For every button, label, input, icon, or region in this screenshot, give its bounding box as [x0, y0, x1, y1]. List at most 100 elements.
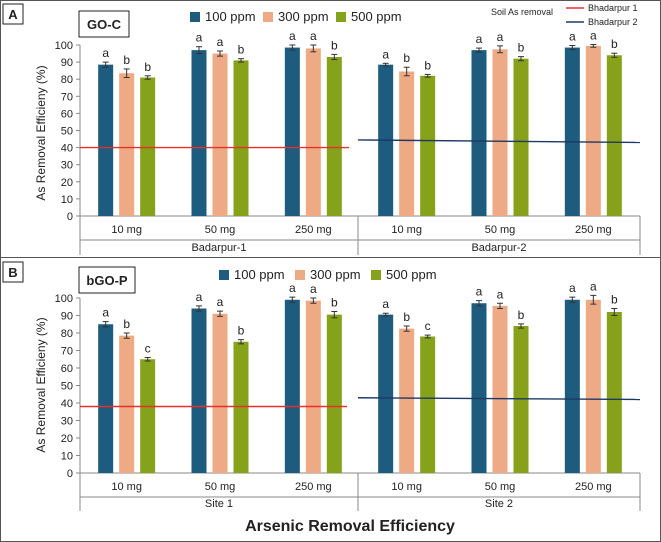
significance-letter-b: b [403, 310, 410, 324]
group-label-a: Badarpur-1 [191, 242, 246, 254]
bar-a-series2 [420, 75, 436, 216]
panel-label-b: B [8, 265, 17, 280]
bar-a-series1 [585, 45, 601, 217]
legend-label-a: 300 ppm [278, 9, 329, 24]
bar-b-series1 [585, 299, 601, 473]
y-tick-label-a: 80 [61, 74, 73, 86]
panel-title-a: GO-C [87, 17, 122, 32]
significance-letter-a: a [217, 35, 224, 49]
significance-letter-a: b [424, 58, 431, 72]
bar-b-series1 [399, 328, 415, 473]
category-label-a: 250 mg [575, 224, 612, 236]
group-label-a: Badarpur-2 [471, 242, 526, 254]
bar-b-series0 [284, 299, 300, 473]
bar-a-series0 [471, 50, 487, 216]
bar-b-series2 [420, 336, 436, 473]
category-label-a: 250 mg [295, 224, 332, 236]
y-tick-label-a: 70 [61, 91, 73, 103]
y-axis-label-a: As Removal Efficieny (%) [34, 65, 48, 200]
panel-label-a: A [8, 7, 18, 22]
category-label-b: 50 mg [205, 481, 236, 493]
significance-letter-b: a [590, 279, 597, 293]
y-tick-label-a: 0 [67, 211, 73, 223]
bar-b-series0 [471, 303, 487, 473]
y-tick-label-a: 40 [61, 143, 73, 155]
group-label-b: Site 2 [485, 498, 513, 510]
significance-letter-a: b [518, 41, 525, 55]
bar-b-series2 [606, 312, 622, 473]
significance-letter-b: a [289, 281, 296, 295]
bar-b-series1 [119, 335, 135, 473]
bar-b-series1 [212, 313, 228, 473]
annotation-soil-removal: Soil As removal [491, 7, 553, 17]
legend-swatch-b [371, 270, 381, 280]
bar-a-series2 [326, 56, 342, 216]
y-tick-label-b: 70 [61, 346, 73, 358]
reference-line-b-2 [357, 397, 641, 401]
significance-letter-b: b [331, 295, 338, 309]
legend-swatch-a [263, 12, 273, 22]
significance-letter-b: a [310, 282, 317, 296]
legend-swatch-a [336, 12, 346, 22]
bar-b-series2 [233, 341, 249, 473]
y-tick-label-b: 10 [61, 451, 73, 463]
category-label-a: 10 mg [111, 224, 142, 236]
significance-letter-b: a [497, 287, 504, 301]
y-tick-label-b: 20 [61, 433, 73, 445]
y-tick-label-a: 60 [61, 108, 73, 120]
bar-a-series1 [119, 73, 135, 216]
figure-title: Arsenic Removal Efficiency [245, 518, 455, 535]
legend-label-b: 500 ppm [386, 267, 437, 282]
category-label-b: 10 mg [111, 481, 142, 493]
legend-line-label: Bhadarpur 2 [588, 17, 638, 27]
significance-letter-b: a [569, 281, 576, 295]
y-tick-label-b: 50 [61, 381, 73, 393]
significance-letter-a: a [590, 28, 597, 42]
y-tick-label-a: 10 [61, 194, 73, 206]
legend-label-a: 500 ppm [351, 9, 402, 24]
y-tick-label-a: 90 [61, 57, 73, 69]
bar-b-series0 [191, 308, 207, 473]
significance-letter-a: b [123, 53, 130, 67]
category-label-b: 250 mg [295, 481, 332, 493]
y-tick-label-b: 60 [61, 363, 73, 375]
bar-b-series1 [492, 305, 508, 473]
bar-a-series2 [513, 58, 529, 217]
panel-title-b: bGO-P [86, 273, 127, 288]
legend-swatch-a [190, 12, 200, 22]
significance-letter-a: a [569, 30, 576, 44]
significance-letter-b: a [476, 285, 483, 299]
significance-letter-b: c [145, 342, 151, 356]
significance-letter-b: a [196, 290, 203, 304]
significance-letter-a: a [476, 32, 483, 46]
significance-letter-a: b [611, 37, 618, 51]
bar-b-series0 [98, 324, 114, 473]
bar-b-series2 [326, 314, 342, 473]
y-tick-label-b: 0 [67, 468, 73, 480]
significance-letter-a: a [497, 30, 504, 44]
legend-label-a: 100 ppm [205, 9, 256, 24]
bar-a-series2 [140, 77, 156, 217]
legend-label-b: 100 ppm [234, 267, 285, 282]
bar-a-series0 [284, 47, 300, 216]
significance-letter-a: a [382, 47, 389, 61]
y-tick-label-a: 100 [55, 40, 73, 52]
y-tick-label-b: 30 [61, 416, 73, 428]
bar-b-series1 [305, 300, 321, 473]
y-axis-label-b: As Removal Efficieny (%) [34, 317, 48, 452]
significance-letter-b: a [382, 297, 389, 311]
bar-b-series2 [513, 326, 529, 473]
y-tick-label-b: 40 [61, 398, 73, 410]
y-tick-label-b: 80 [61, 328, 73, 340]
panel-a: A GO-C As Removal Efficieny (%) Soil As … [2, 3, 641, 255]
significance-letter-a: b [144, 60, 151, 74]
bar-a-series0 [191, 50, 207, 216]
significance-letter-b: b [518, 308, 525, 322]
significance-letter-a: a [289, 29, 296, 43]
category-label-a: 50 mg [485, 224, 516, 236]
reference-line-a-2 [357, 139, 641, 144]
significance-letter-b: b [123, 317, 130, 331]
y-tick-label-a: 50 [61, 126, 73, 138]
group-label-b: Site 1 [205, 498, 233, 510]
